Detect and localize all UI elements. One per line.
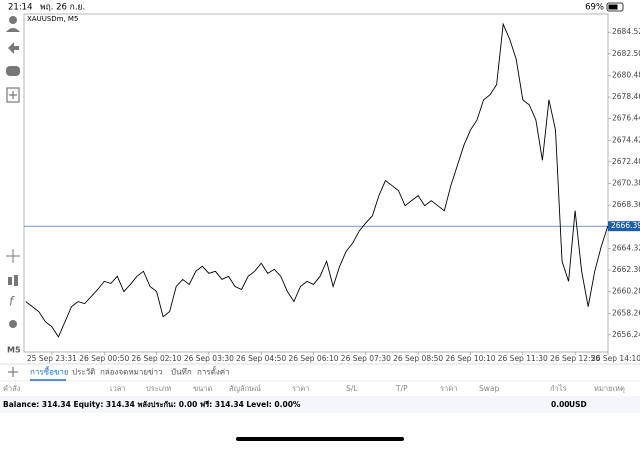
column-header: S/L xyxy=(346,384,358,393)
tool-plus xyxy=(9,91,17,99)
tab[interactable]: ประวัติ xyxy=(72,368,95,377)
tool-objects[interactable] xyxy=(9,320,17,328)
current-price-label: 2666.396 xyxy=(611,221,640,230)
toolbar: f xyxy=(6,16,20,328)
tab[interactable]: การตั้งค่า xyxy=(197,366,230,377)
tool-candles-2 xyxy=(14,275,18,286)
column-header: เวลา xyxy=(110,384,126,393)
column-header: ขนาด xyxy=(193,384,212,393)
column-header: ราคา xyxy=(292,384,309,393)
total-profit: 0.00 xyxy=(551,400,570,409)
y-tick-label: 2660.280 xyxy=(612,287,640,296)
y-tick-label: 2658.260 xyxy=(612,308,640,317)
column-header: T/P xyxy=(395,384,408,393)
y-tick-label: 2656.240 xyxy=(612,330,640,339)
status-time: 21:14 xyxy=(8,3,33,13)
y-tick-label: 2678.460 xyxy=(612,92,640,101)
status-battery: 69% xyxy=(585,3,604,13)
balance-bg xyxy=(0,397,640,413)
y-tick-label: 2674.420 xyxy=(612,135,640,144)
add-button[interactable] xyxy=(8,367,18,377)
x-tick-label: 26 Sep 03:30 xyxy=(184,354,234,363)
x-tick-label: 26 Sep 02:10 xyxy=(132,354,182,363)
tab[interactable]: กล่องจดหมาย xyxy=(100,368,148,377)
column-header: หมายเหตุ xyxy=(594,384,625,393)
price-line xyxy=(25,22,609,338)
tool-chat[interactable] xyxy=(6,66,20,76)
x-tick-label: 26 Sep 04:50 xyxy=(236,354,286,363)
timeframe[interactable]: M5 xyxy=(7,346,21,355)
tool-account[interactable] xyxy=(9,16,17,24)
tab[interactable]: บันทึก xyxy=(171,368,192,377)
table-header: คำสั่ง เวลา ประเภท ขนาด สัญลักษณ์ ราคา S/L T/P ร… xyxy=(3,383,625,393)
column-header: Swap xyxy=(479,384,499,393)
chart-title: XAUUSDm, M5 xyxy=(27,15,78,23)
y-tick-label: 2662.300 xyxy=(612,265,640,274)
x-tick-label: 25 Sep 23:31 xyxy=(27,354,77,363)
tabs: การซื้อขาย ประวัติ กล่องจดหมาย ข่าว บันทึก กา… xyxy=(30,366,230,381)
x-tick-label: 26 Sep 00:50 xyxy=(79,354,129,363)
tool-account-body xyxy=(6,28,20,32)
tool-new-chart[interactable] xyxy=(6,87,20,103)
home-indicator xyxy=(236,437,404,441)
currency: USD xyxy=(569,400,587,409)
tool-indicators[interactable]: f xyxy=(9,295,15,309)
battery-level xyxy=(608,4,618,10)
tab[interactable]: การซื้อขาย xyxy=(30,366,69,377)
x-tick-label: 26 Sep 12:50 xyxy=(550,354,600,363)
y-tick-label: 2664.320 xyxy=(612,243,640,252)
x-tick-label: 26 Sep 11:30 xyxy=(498,354,548,363)
tool-trade[interactable] xyxy=(8,42,19,54)
x-tick-label: 26 Sep 06:10 xyxy=(288,354,338,363)
balance-line: Balance: 314.34 Equity: 314.34 พลังประกั… xyxy=(3,400,301,409)
x-tick-label: 26 Sep 08:50 xyxy=(393,354,443,363)
y-tick-label: 2670.380 xyxy=(612,179,640,188)
column-header: ราคา xyxy=(440,384,457,393)
y-tick-label: 2676.440 xyxy=(612,114,640,123)
column-header: ประเภท xyxy=(146,384,171,393)
x-tick-label: 26 Sep 10:10 xyxy=(445,354,495,363)
y-tick-label: 2682.500 xyxy=(612,49,640,58)
column-header: สัญลักษณ์ xyxy=(229,384,261,393)
battery-icon xyxy=(606,2,624,12)
current-price-tag xyxy=(608,221,640,232)
tool-candles[interactable] xyxy=(8,277,12,285)
tool-crosshair[interactable] xyxy=(6,249,20,263)
tab[interactable]: ข่าว xyxy=(148,368,162,377)
plot-frame xyxy=(23,13,609,353)
y-tick-label: 2684.520 xyxy=(612,27,640,36)
y-tick-label: 2668.360 xyxy=(612,200,640,209)
plot: 2656.240 2658.260 2660.280 2662.300 2664.320… xyxy=(24,22,640,363)
column-header: กำไร xyxy=(550,384,567,393)
column-header: คำสั่ง xyxy=(3,383,21,393)
y-tick-label: 2680.480 xyxy=(612,70,640,79)
status-date: พฤ. 26 ก.ย. xyxy=(40,3,85,13)
x-tick-label: 26 Sep 14:10 xyxy=(591,354,640,363)
x-tick-label: 26 Sep 07:30 xyxy=(341,354,391,363)
y-tick-label: 2672.400 xyxy=(612,157,640,166)
